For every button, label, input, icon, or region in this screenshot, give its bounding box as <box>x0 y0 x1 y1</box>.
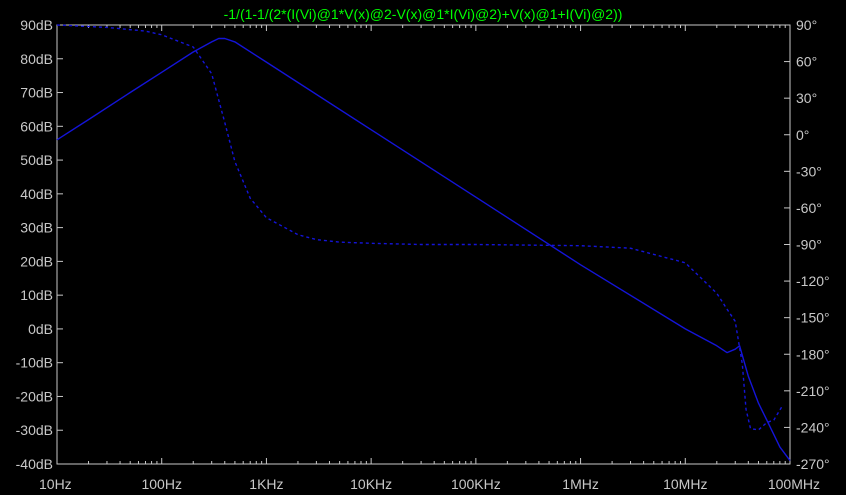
y-right-tick-label: -120° <box>796 273 830 289</box>
axis-labels: 10Hz 100Hz 1KHz 10KHz 100KHz 1MHz 10MHz 100MHz 9… <box>16 17 830 492</box>
y-left-tick-label: 30dB <box>20 220 53 236</box>
y-right-tick-label: -90° <box>796 237 822 253</box>
x-tick-label: 10Hz <box>39 476 72 492</box>
y-right-tick-label: -180° <box>796 346 830 362</box>
y-left-tick-label: 50dB <box>20 152 53 168</box>
chart-title: -1/(1-1/(2*(I(Vi)@1*V(x)@2-V(x)@1*I(Vi)@… <box>224 6 623 22</box>
y-right-tick-label: -210° <box>796 383 830 399</box>
y-left-tick-label: 70dB <box>20 85 53 101</box>
y-left-tick-label: 0dB <box>28 321 53 337</box>
x-tick-label: 10KHz <box>350 476 392 492</box>
plot-frame <box>56 24 791 465</box>
y-left-tick-label: 40dB <box>20 186 53 202</box>
x-tick-label: 10MHz <box>663 476 707 492</box>
y-right-tick-label: 0° <box>796 127 809 143</box>
x-tick-label: 100Hz <box>141 476 181 492</box>
y-right-tick-label: -240° <box>796 419 830 435</box>
y-left-tick-label: -40dB <box>16 456 53 472</box>
y-left-tick-label: -30dB <box>16 422 53 438</box>
y-left-tick-label: 90dB <box>20 17 53 33</box>
y-left-tick-label: 10dB <box>20 287 53 303</box>
y-left-tick-label: 60dB <box>20 118 53 134</box>
phase-series-line <box>56 24 784 431</box>
y-right-tick-label: 30° <box>796 90 817 106</box>
x-tick-label: 100MHz <box>768 476 820 492</box>
y-right-tick-label: -30° <box>796 163 822 179</box>
y-right-tick-label: 90° <box>796 17 817 33</box>
y-right-tick-label: -270° <box>796 456 830 472</box>
y-left-tick-label: 80dB <box>20 51 53 67</box>
x-tick-label: 100KHz <box>451 476 501 492</box>
y-left-tick-label: -20dB <box>16 388 53 404</box>
x-tick-label: 1MHz <box>562 476 599 492</box>
magnitude-series-line <box>56 37 791 462</box>
data-series <box>56 24 791 462</box>
y-right-tick-label: -150° <box>796 310 830 326</box>
y-left-tick-label: 20dB <box>20 253 53 269</box>
x-tick-label: 1KHz <box>249 476 283 492</box>
y-left-tick-label: -10dB <box>16 355 53 371</box>
y-right-tick-label: 60° <box>796 54 817 70</box>
axis-ticks <box>56 24 791 465</box>
y-right-tick-label: -60° <box>796 200 822 216</box>
